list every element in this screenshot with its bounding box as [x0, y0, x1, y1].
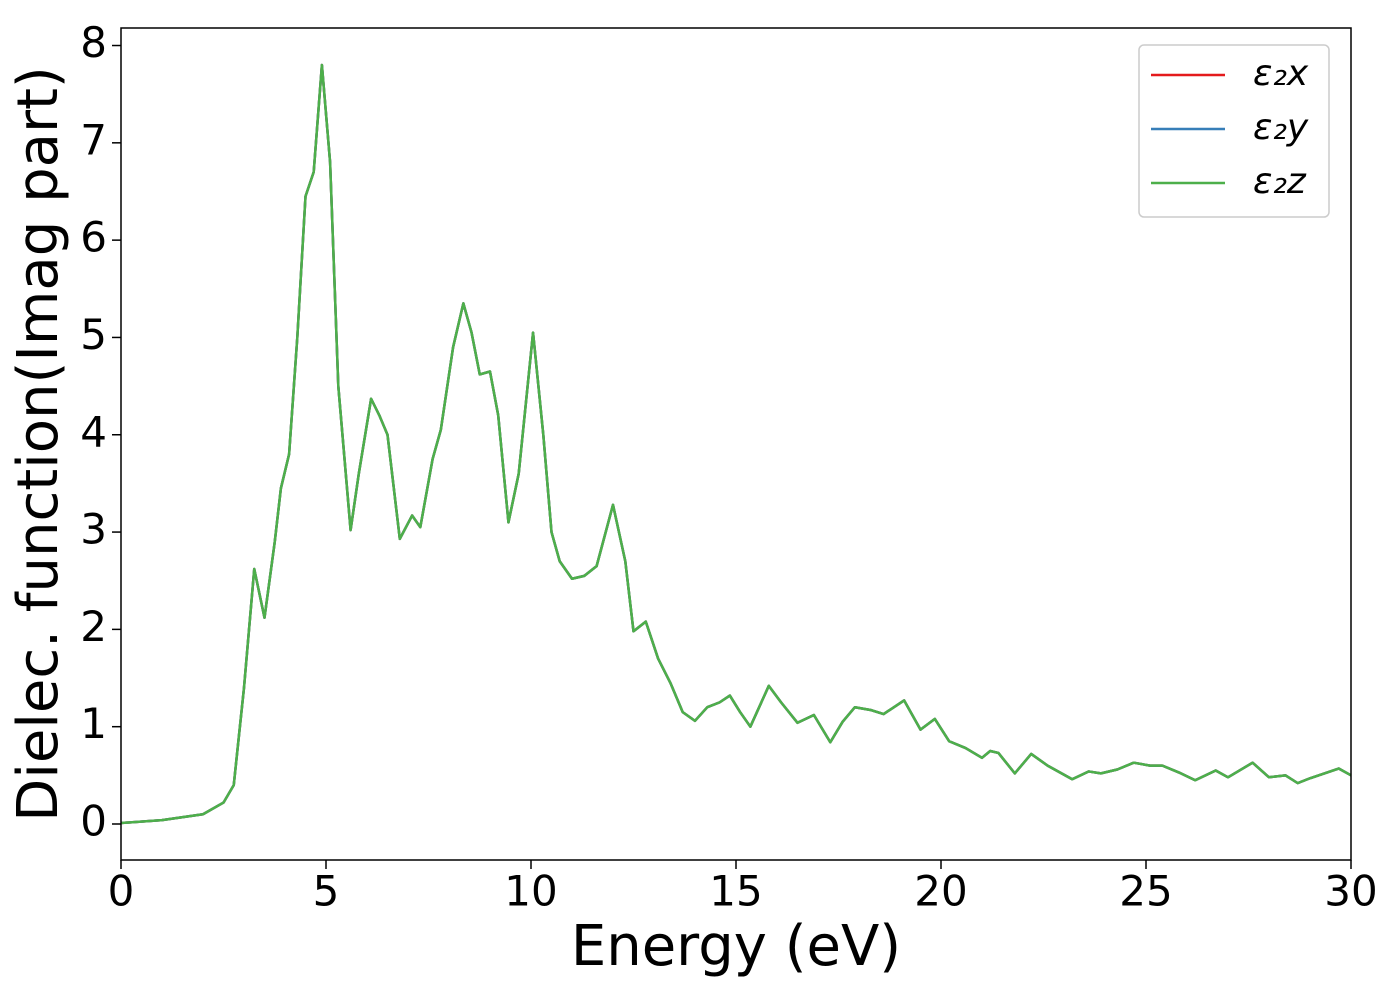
y-tick-label: 5 [80, 310, 107, 359]
plot-frame [120, 27, 1352, 861]
y-tick-label: 1 [80, 699, 107, 748]
x-tick-label: 20 [914, 867, 967, 916]
y-tick-label: 3 [80, 505, 107, 554]
y-tick-label: 0 [80, 796, 107, 845]
legend-label: ε₂z [1253, 161, 1307, 202]
legend-label: ε₂y [1253, 107, 1309, 148]
y-tick-label: 2 [80, 602, 107, 651]
x-tick-label: 25 [1119, 867, 1172, 916]
y-tick-label: 7 [80, 115, 107, 164]
x-tick-label: 5 [313, 867, 340, 916]
x-tick-label: 30 [1324, 867, 1377, 916]
x-axis-label: Energy (eV) [571, 914, 901, 979]
y-tick-label: 6 [80, 213, 107, 262]
y-tick-label: 8 [80, 18, 107, 67]
y-axis-label: Dielec. function(Imag part) [6, 66, 71, 822]
series-line [120, 63, 1352, 825]
x-tick-label: 10 [504, 867, 557, 916]
x-tick-label: 0 [108, 867, 135, 916]
y-tick-label: 4 [80, 407, 107, 456]
legend-label: ε₂x [1253, 53, 1309, 94]
legend-frame [1138, 44, 1330, 218]
x-tick-label: 15 [709, 867, 762, 916]
